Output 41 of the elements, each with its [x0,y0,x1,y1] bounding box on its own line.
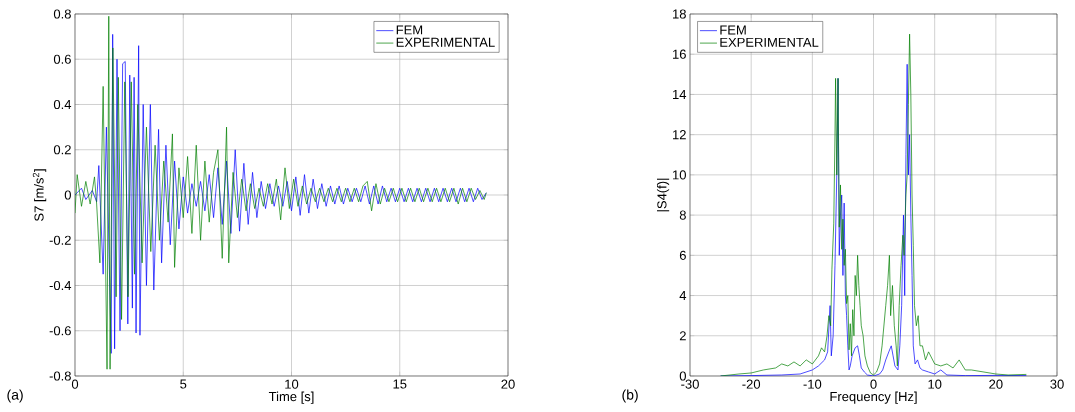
y-tick-label: -0.6 [49,326,71,336]
x-tick-label: -20 [742,379,761,389]
y-axis-title: |S4(f)| [656,178,670,212]
y-tick-label: -0.2 [49,235,71,245]
y-tick-label: 16 [673,49,686,59]
x-tick-label: 30 [1050,379,1064,389]
y-tick-label: 4 [679,291,687,301]
x-tick-label: 20 [989,379,1003,389]
legend-label: EXPERIMENTAL [396,37,495,47]
x-axis-title: Time [s] [268,391,314,404]
text: (b) [622,389,638,403]
y-axis-title: S7 [m/s$^{2}$] [32,169,47,222]
y-tick-label: 12 [673,130,686,140]
legend-label: FEM [396,25,423,35]
x-tick-label: 10 [928,379,942,389]
y-tick-label: 0.4 [53,99,72,110]
y-tick-label: 2 [679,331,686,341]
legend-label: EXPERIMENTAL [720,37,819,47]
x-tick-label: -30 [681,379,699,389]
x-axis-title: Frequency [Hz] [830,391,917,404]
y-tick-label: -0.8 [49,371,71,381]
y-tick-label: 18 [673,9,686,19]
y-tick-label: 0.6 [53,54,71,64]
y-tick-label: 10 [673,170,686,180]
y-tick-label: 14 [673,89,687,99]
y-tick-label: 0 [679,371,686,381]
x-tick-label: 0 [870,379,877,389]
x-tick-label: 15 [393,379,407,389]
y-tick-label: 8 [679,210,686,220]
legend-label: FEM [720,25,746,35]
text: (a) [7,389,23,403]
x-tick-label: 5 [180,379,187,389]
y-tick-label: 6 [679,250,686,260]
y-tick-label: 0 [64,190,71,200]
x-tick-label: 0 [71,379,79,389]
x-tick-label: 20 [501,379,515,389]
y-tick-label: -0.4 [49,280,72,291]
x-tick-label: 10 [285,379,299,389]
y-tick-label: 0.2 [53,145,71,155]
y-tick-label: 0.8 [53,9,71,19]
x-tick-label: -10 [803,379,822,389]
